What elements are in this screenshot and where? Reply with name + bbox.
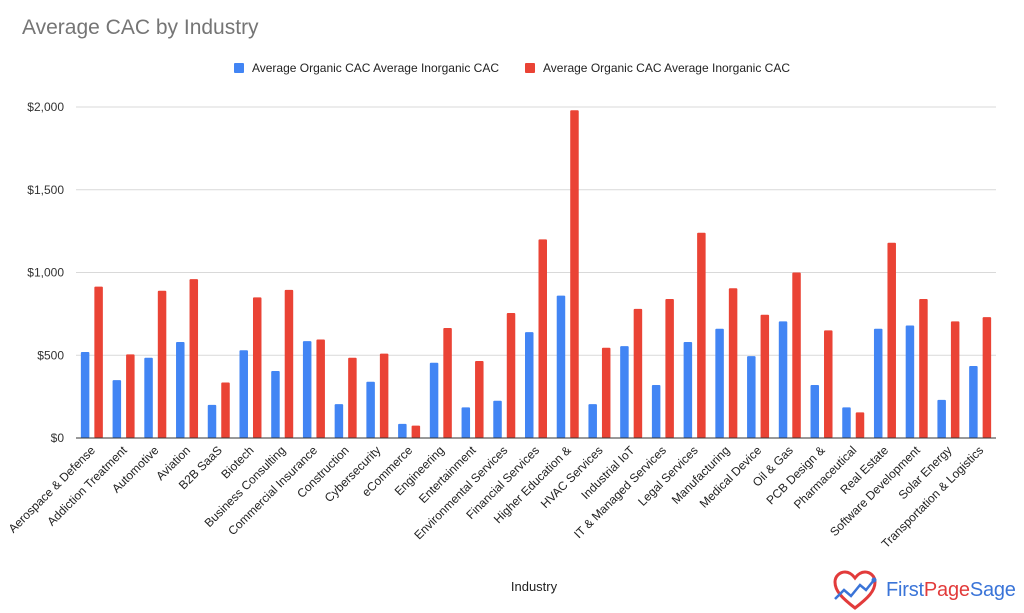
bar-series-2: [379, 353, 389, 438]
bar-series-1: [556, 295, 566, 438]
grid-layer: [76, 106, 996, 356]
legend-label-series-2: Average Organic CAC Average Inorganic CA…: [543, 61, 791, 75]
bar-series-1: [207, 404, 217, 438]
bar-series-1: [842, 407, 851, 438]
bar-series-1: [969, 366, 978, 438]
firstpagesage-logo: FirstPageSage: [832, 568, 1022, 612]
bar-series-1: [334, 404, 344, 438]
bar-series-2: [982, 317, 992, 438]
bar-series-2: [348, 357, 357, 438]
bar-series-1: [429, 362, 439, 438]
bar-series-2: [601, 347, 611, 438]
bar-series-2: [665, 298, 674, 438]
bar-series-1: [525, 332, 534, 438]
bar-series-2: [411, 425, 421, 438]
bar-series-1: [398, 423, 407, 438]
legend-swatch-series-2: [525, 63, 535, 73]
bar-series-1: [810, 385, 820, 438]
y-tick-label: $1,500: [27, 183, 64, 197]
bar-series-1: [683, 342, 693, 438]
logo-wordmark: FirstPageSage: [886, 579, 1016, 602]
logo-text-sage: Sage: [969, 578, 1016, 601]
y-tick-label: $2,000: [27, 100, 64, 114]
bar-series-1: [620, 346, 629, 438]
bar-series-1: [239, 350, 248, 438]
bar-series-1: [937, 399, 946, 438]
bar-series-1: [271, 370, 280, 438]
logo-text-page: Page: [923, 578, 970, 601]
bar-series-1: [873, 328, 883, 438]
bar-series-2: [728, 288, 738, 438]
bar-series-2: [126, 354, 135, 438]
bar-series-1: [905, 325, 915, 438]
bar-series-2: [697, 232, 706, 438]
bar-series-2: [475, 361, 484, 438]
bar-series-1: [747, 356, 756, 438]
legend-swatch-series-1: [233, 63, 244, 73]
bar-series-2: [633, 308, 643, 438]
bar-series-2: [919, 298, 928, 438]
logo-text-first: First: [886, 578, 924, 601]
y-tick-label: $500: [37, 348, 64, 362]
bar-series-2: [887, 242, 896, 438]
legend-item-series-1: Average Organic CAC Average Inorganic CA…: [233, 61, 499, 75]
bar-series-2: [252, 297, 262, 438]
y-tick-label: $1,000: [27, 266, 64, 280]
bar-series-1: [715, 328, 724, 438]
bar-series-2: [760, 314, 770, 438]
bar-series-2: [824, 330, 833, 438]
bar-series-2: [855, 412, 865, 438]
bar-series-1: [80, 351, 90, 438]
bar-series-2: [570, 110, 579, 438]
bar-series-2: [538, 239, 547, 438]
bar-series-2: [157, 290, 167, 438]
bar-series-1: [493, 400, 502, 438]
bar-series-1: [176, 342, 185, 438]
legend-label-series-1: Average Organic CAC Average Inorganic CA…: [251, 61, 499, 75]
bar-series-1: [366, 381, 375, 438]
heart-logo-icon: [833, 570, 877, 610]
bar-series-1: [461, 407, 471, 438]
bar-series-2: [792, 272, 801, 438]
bar-series-2: [443, 327, 452, 438]
y-tick-label: $0: [51, 431, 65, 445]
bar-series-2: [221, 382, 230, 438]
bar-series-1: [651, 385, 661, 438]
bar-series-1: [778, 321, 788, 438]
bar-series-2: [506, 313, 516, 438]
chart-legend: Average Organic CAC Average Inorganic CA…: [0, 61, 1024, 75]
bar-series-1: [144, 357, 153, 438]
bar-series-2: [189, 279, 199, 438]
bar-series-2: [94, 286, 103, 438]
bar-series-1: [302, 341, 312, 438]
bar-series-2: [316, 339, 325, 438]
chart-title: Average CAC by Industry: [22, 16, 259, 39]
x-axis-title: Industry: [510, 579, 558, 594]
bar-series-1: [112, 380, 122, 438]
bar-series-2: [950, 321, 960, 438]
bar-layer: [80, 110, 992, 438]
bar-series-2: [284, 289, 294, 438]
bar-series-1: [588, 404, 597, 438]
legend-item-series-2: Average Organic CAC Average Inorganic CA…: [525, 61, 790, 75]
